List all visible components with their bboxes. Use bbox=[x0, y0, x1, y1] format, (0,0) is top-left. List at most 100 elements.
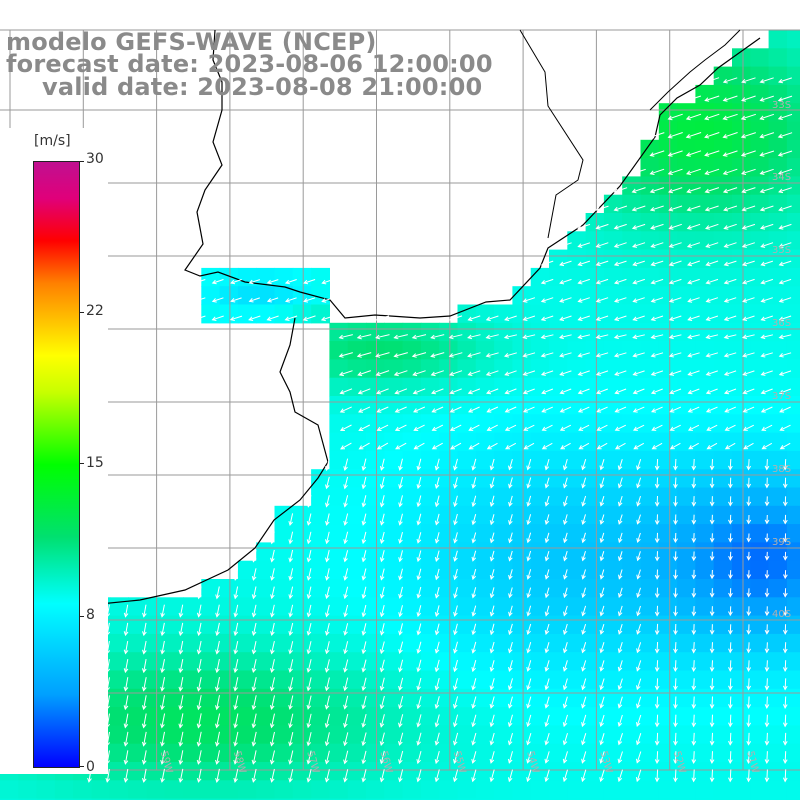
colorbar-tick-22: 22 bbox=[86, 303, 104, 319]
wind-speed-cell bbox=[695, 267, 715, 287]
wind-arrow bbox=[430, 334, 445, 340]
wind-arrow bbox=[559, 370, 572, 376]
wind-arrow bbox=[233, 768, 239, 783]
wind-speed-cell bbox=[439, 450, 459, 470]
wind-speed-cell bbox=[329, 414, 349, 434]
wind-arrow bbox=[361, 531, 367, 545]
wind-arrow bbox=[288, 659, 294, 673]
wind-speed-cell bbox=[457, 542, 477, 562]
wind-arrow bbox=[742, 352, 755, 358]
wind-speed-cell bbox=[494, 469, 513, 489]
wind-speed-cell bbox=[695, 670, 715, 690]
wind-arrow bbox=[508, 495, 513, 507]
wind-arrow bbox=[709, 551, 715, 561]
wind-arrow bbox=[709, 459, 715, 471]
wind-speed-cell bbox=[366, 414, 385, 434]
wind-arrow bbox=[160, 622, 165, 637]
wind-arrow bbox=[650, 315, 664, 321]
wind-arrow bbox=[709, 514, 715, 525]
wind-speed-cell bbox=[36, 798, 56, 800]
wind-arrow bbox=[632, 388, 645, 395]
wind-speed-cell bbox=[237, 286, 257, 306]
wind-speed-cell bbox=[677, 560, 696, 580]
wind-arrow bbox=[746, 660, 752, 672]
wind-arrow bbox=[193, 315, 206, 321]
wind-speed-cell bbox=[384, 432, 404, 452]
wind-arrow bbox=[416, 605, 422, 618]
wind-arrow bbox=[522, 315, 536, 321]
wind-speed-cell bbox=[146, 762, 166, 781]
wind-speed-cell bbox=[567, 249, 587, 269]
wind-arrow bbox=[416, 550, 422, 563]
wind-speed-cell bbox=[164, 707, 184, 726]
wind-speed-cell bbox=[677, 542, 696, 562]
wind-speed-cell bbox=[786, 396, 800, 415]
wind-arrow bbox=[581, 605, 587, 617]
wind-speed-cell bbox=[475, 524, 495, 543]
wind-speed-cell bbox=[109, 725, 129, 745]
wind-arrow bbox=[759, 95, 774, 102]
wind-speed-cell bbox=[622, 798, 642, 800]
wind-speed-cell bbox=[750, 432, 770, 452]
wind-speed-cell bbox=[658, 432, 678, 452]
wind-speed-cell bbox=[237, 560, 257, 580]
wind-speed-cell bbox=[311, 579, 330, 598]
wind-arrow bbox=[599, 605, 605, 617]
wind-speed-cell bbox=[164, 670, 184, 690]
wind-arrow bbox=[379, 677, 385, 692]
wind-speed-cell bbox=[494, 505, 513, 525]
wind-speed-cell bbox=[603, 670, 623, 690]
wind-speed-cell bbox=[384, 469, 404, 489]
wind-speed-cell bbox=[640, 725, 660, 745]
wind-speed-cell bbox=[420, 359, 440, 379]
wind-arrow bbox=[361, 732, 367, 747]
wind-speed-cell bbox=[256, 688, 276, 708]
wind-speed-cell bbox=[256, 743, 276, 763]
wind-speed-cell bbox=[658, 450, 678, 470]
wind-arrow bbox=[746, 588, 752, 598]
wind-arrow bbox=[230, 279, 242, 285]
wind-speed-cell bbox=[677, 213, 696, 232]
wind-arrow bbox=[705, 388, 718, 395]
wind-speed-cell bbox=[695, 450, 715, 470]
wind-speed-cell bbox=[695, 688, 715, 708]
wind-speed-cell bbox=[512, 450, 532, 470]
wind-arrow bbox=[178, 768, 184, 783]
wind-speed-cell bbox=[567, 286, 587, 306]
wind-speed-cell bbox=[786, 121, 800, 141]
wind-arrow bbox=[636, 733, 642, 746]
wind-speed-cell bbox=[530, 286, 550, 306]
wind-speed-cell bbox=[622, 633, 642, 653]
wind-arrow bbox=[453, 623, 458, 636]
wind-arrow bbox=[453, 605, 458, 617]
wind-speed-cell bbox=[658, 633, 678, 653]
wind-arrow bbox=[599, 587, 605, 599]
wind-speed-cell bbox=[274, 798, 294, 800]
wind-speed-cell bbox=[750, 597, 770, 617]
wind-arrow bbox=[416, 476, 422, 490]
wind-speed-cell bbox=[786, 652, 800, 672]
wind-speed-cell bbox=[585, 341, 605, 360]
wind-arrow bbox=[779, 442, 791, 450]
wind-speed-cell bbox=[366, 341, 385, 360]
wind-arrow bbox=[398, 641, 404, 655]
wind-arrow bbox=[123, 641, 129, 655]
wind-speed-cell bbox=[549, 780, 568, 800]
wind-speed-cell bbox=[420, 707, 440, 726]
wind-arrow bbox=[141, 750, 147, 765]
wind-speed-cell bbox=[311, 304, 330, 324]
wind-speed-cell bbox=[622, 231, 642, 251]
wind-arrow bbox=[595, 297, 609, 303]
wind-arrow bbox=[215, 640, 220, 655]
wind-speed-cell bbox=[347, 725, 367, 745]
wind-arrow bbox=[746, 678, 752, 691]
wind-arrow bbox=[673, 642, 678, 654]
wind-speed-cell bbox=[329, 505, 349, 525]
wind-arrow bbox=[343, 531, 349, 545]
wind-speed-cell bbox=[530, 633, 550, 653]
wind-arrow bbox=[741, 95, 756, 102]
wind-arrow bbox=[562, 696, 568, 709]
wind-arrow bbox=[782, 732, 788, 746]
wind-speed-cell bbox=[658, 579, 678, 598]
wind-arrow bbox=[196, 731, 202, 747]
